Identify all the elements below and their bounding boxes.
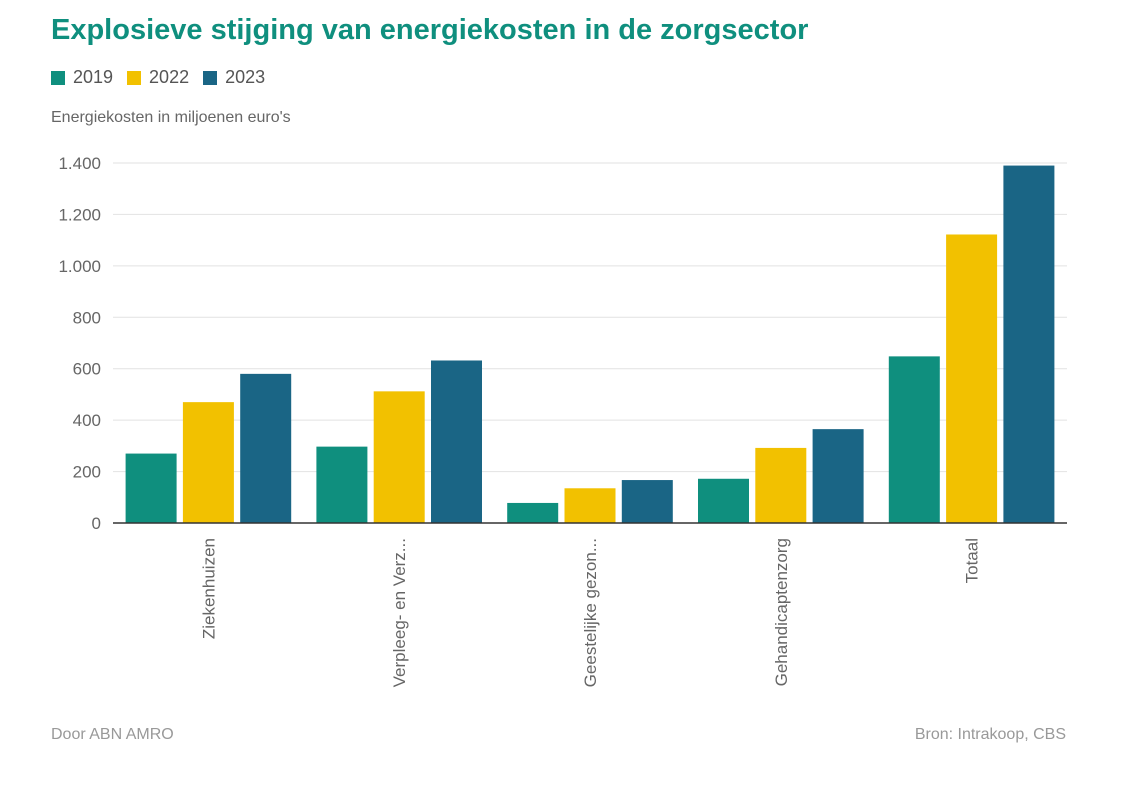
legend-label-2019: 2019 — [73, 67, 114, 87]
bar-2022 — [755, 447, 807, 523]
bar-2022 — [564, 488, 616, 523]
bar-2022 — [373, 391, 425, 523]
x-tick-label: Verpleeg- en Verz... — [390, 538, 409, 687]
bar-2023 — [240, 373, 292, 523]
legend-swatch-2022 — [127, 70, 142, 85]
y-tick-label: 200 — [73, 463, 101, 482]
y-tick-label: 1.200 — [58, 205, 101, 224]
bar-2022 — [182, 402, 234, 523]
bar-2019 — [698, 478, 749, 523]
bar-2023 — [431, 360, 482, 523]
y-axis-label: Energiekosten in miljoenen euro's — [51, 109, 291, 126]
footer-credit: Door ABN AMRO — [51, 726, 174, 743]
y-tick-label: 1.000 — [58, 257, 101, 276]
y-tick-label: 800 — [73, 308, 101, 327]
legend-swatch-2023 — [203, 70, 218, 85]
x-tick-label: Geestelijke gezon... — [581, 538, 600, 687]
y-tick-label: 600 — [73, 360, 101, 379]
bar-2023 — [812, 429, 864, 523]
legend-label-2023: 2023 — [225, 67, 266, 87]
legend: 2019 2022 2023 — [51, 67, 279, 88]
y-tick-label: 400 — [73, 411, 101, 430]
x-tick-label: Gehandicaptenzorg — [772, 538, 791, 686]
legend-item-2022: 2022 — [127, 67, 189, 88]
bar-2023 — [621, 480, 673, 523]
bar-2019 — [316, 446, 368, 523]
footer-source: Bron: Intrakoop, CBS — [914, 726, 1066, 743]
bar-2019 — [888, 356, 940, 523]
x-tick-label: Ziekenhuizen — [199, 538, 218, 639]
legend-item-2019: 2019 — [51, 67, 113, 88]
bar-2022 — [946, 234, 998, 523]
bar-2019 — [125, 453, 177, 523]
x-tick-label: Totaal — [963, 538, 982, 583]
legend-swatch-2019 — [51, 70, 65, 85]
y-tick-label: 0 — [92, 514, 101, 533]
chart-title: Explosieve stijging van energiekosten in… — [51, 14, 809, 46]
y-tick-label: 1.400 — [58, 154, 101, 173]
legend-item-2023: 2023 — [203, 67, 265, 88]
bar-2023 — [1003, 165, 1055, 524]
bar-2019 — [507, 502, 559, 523]
legend-label-2022: 2022 — [149, 67, 190, 87]
